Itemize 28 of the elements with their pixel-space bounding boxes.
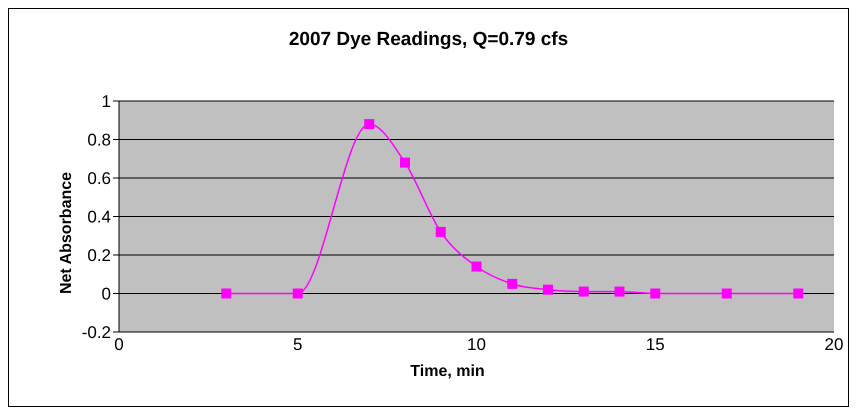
x-tick-label: 5 xyxy=(293,335,302,354)
y-tick-label: 0 xyxy=(102,284,111,304)
point xyxy=(650,288,660,298)
point xyxy=(400,158,410,168)
point xyxy=(292,288,303,298)
x-axis-title: Time, min xyxy=(409,363,486,381)
x-tick-label: 20 xyxy=(824,335,844,354)
y-axis-title: Net Absorbance xyxy=(58,171,76,294)
point xyxy=(507,278,518,289)
y-tick-label: 0.8 xyxy=(87,130,111,150)
chart-title: 2007 Dye Readings, Q=0.79 cfs xyxy=(288,29,570,51)
y-tick-label: 0.2 xyxy=(87,246,111,266)
x-tick-label: 0 xyxy=(114,335,124,354)
point xyxy=(436,226,446,237)
point xyxy=(221,288,232,298)
y-tick-label: 0.6 xyxy=(87,169,111,188)
x-tick-label: 15 xyxy=(646,335,665,354)
point xyxy=(543,284,553,295)
point xyxy=(472,262,482,272)
x-tick-label: 10 xyxy=(467,335,486,354)
point xyxy=(614,286,624,297)
y-tick-label: 0.4 xyxy=(87,208,111,227)
point xyxy=(722,288,732,298)
point xyxy=(578,286,589,297)
y-tick-label: 1 xyxy=(102,92,111,112)
y-tick-label: -0.2 xyxy=(82,323,111,342)
point xyxy=(793,288,804,298)
point xyxy=(364,119,374,130)
